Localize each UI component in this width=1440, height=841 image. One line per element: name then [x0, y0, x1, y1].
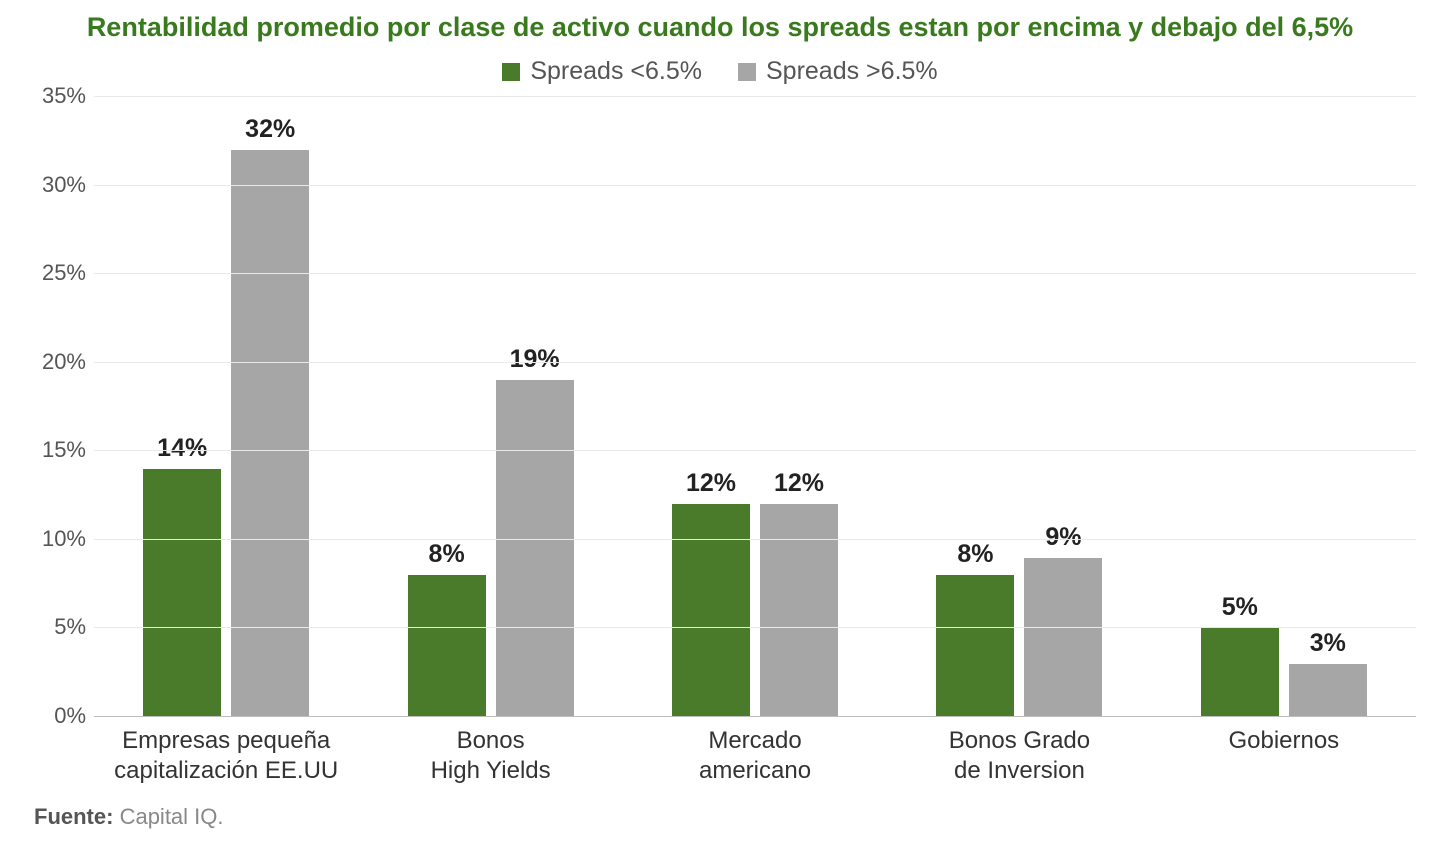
gridline: [94, 539, 1416, 540]
gridline: [94, 185, 1416, 186]
source-prefix: Fuente:: [34, 804, 113, 829]
source-text: Capital IQ.: [120, 804, 224, 829]
bar-value-label: 32%: [245, 115, 295, 144]
bar-group: 8%19%: [358, 97, 622, 717]
x-axis-label: Gobiernos: [1152, 726, 1416, 786]
bar-group: 5%3%: [1152, 97, 1416, 717]
bar-above: 3%: [1289, 664, 1367, 717]
y-tick-label: 15%: [42, 437, 86, 463]
bar-value-label: 8%: [957, 540, 993, 569]
x-axis-label: Bonos Grado de Inversion: [887, 726, 1151, 786]
plot-area: 0%5%10%15%20%25%30%35% 14%32%8%19%12%12%…: [24, 96, 1416, 716]
bar-group: 12%12%: [623, 97, 887, 717]
legend-swatch-below-icon: [502, 63, 520, 81]
bar-below: 14%: [143, 469, 221, 717]
x-axis: Empresas pequeña capitalización EE.UUBon…: [94, 716, 1416, 786]
bar-below: 12%: [672, 504, 750, 717]
legend-label-below: Spreads <6.5%: [530, 57, 702, 86]
y-tick-label: 5%: [54, 614, 86, 640]
y-tick-label: 35%: [42, 83, 86, 109]
gridline: [94, 716, 1416, 717]
y-axis: 0%5%10%15%20%25%30%35%: [24, 96, 94, 716]
bar-value-label: 5%: [1222, 593, 1258, 622]
y-tick-label: 10%: [42, 526, 86, 552]
gridline: [94, 362, 1416, 363]
legend-item-above: Spreads >6.5%: [738, 57, 938, 86]
gridline: [94, 273, 1416, 274]
y-tick-label: 25%: [42, 260, 86, 286]
bar-value-label: 9%: [1045, 523, 1081, 552]
bar-above: 12%: [760, 504, 838, 717]
bar-below: 5%: [1201, 628, 1279, 717]
bar-value-label: 19%: [510, 345, 560, 374]
bar-below: 8%: [408, 575, 486, 717]
bar-above: 19%: [496, 380, 574, 717]
legend-item-below: Spreads <6.5%: [502, 57, 702, 86]
chart-title: Rentabilidad promedio por clase de activ…: [24, 12, 1416, 43]
y-tick-label: 0%: [54, 703, 86, 729]
plot: 14%32%8%19%12%12%8%9%5%3%: [94, 96, 1416, 717]
x-axis-label: Mercado americano: [623, 726, 887, 786]
bar-above: 9%: [1024, 558, 1102, 717]
source-line: Fuente: Capital IQ.: [34, 804, 1416, 830]
y-tick-label: 20%: [42, 349, 86, 375]
legend-swatch-above-icon: [738, 63, 756, 81]
chart-container: Rentabilidad promedio por clase de activ…: [0, 0, 1440, 841]
bar-groups: 14%32%8%19%12%12%8%9%5%3%: [94, 97, 1416, 717]
x-axis-label: Bonos High Yields: [358, 726, 622, 786]
legend: Spreads <6.5% Spreads >6.5%: [24, 57, 1416, 86]
bar-group: 14%32%: [94, 97, 358, 717]
bar-value-label: 12%: [686, 469, 736, 498]
bar-value-label: 14%: [157, 434, 207, 463]
gridline: [94, 627, 1416, 628]
bar-above: 32%: [231, 150, 309, 717]
bar-value-label: 12%: [774, 469, 824, 498]
gridline: [94, 450, 1416, 451]
legend-label-above: Spreads >6.5%: [766, 57, 938, 86]
bar-group: 8%9%: [887, 97, 1151, 717]
bar-below: 8%: [936, 575, 1014, 717]
gridline: [94, 96, 1416, 97]
x-axis-label: Empresas pequeña capitalización EE.UU: [94, 726, 358, 786]
bar-value-label: 8%: [429, 540, 465, 569]
bar-value-label: 3%: [1310, 629, 1346, 658]
y-tick-label: 30%: [42, 172, 86, 198]
